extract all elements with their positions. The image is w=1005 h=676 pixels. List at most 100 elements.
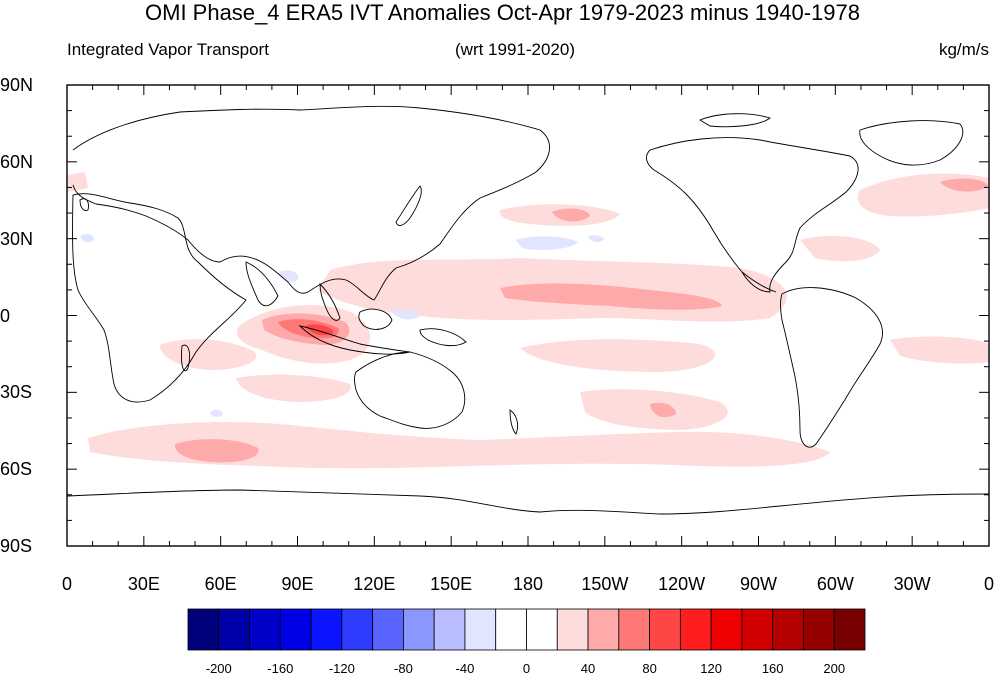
lon-label: 60W <box>816 574 854 594</box>
lon-label: 180 <box>512 574 544 594</box>
lon-label: 120E <box>353 574 396 594</box>
colorbar-swatch <box>403 608 435 651</box>
central-america <box>741 271 777 293</box>
south-atlantic-indian-southern-band <box>88 422 830 469</box>
chart-title: OMI Phase_4 ERA5 IVT Anomalies Oct-Apr 1… <box>145 0 860 25</box>
australia <box>354 351 466 429</box>
colorbar-swatch <box>833 608 866 651</box>
colorbar-label: 80 <box>642 661 657 676</box>
colorbar-swatch <box>649 608 681 651</box>
lon-label: 150E <box>430 574 473 594</box>
colorbar-label: 160 <box>761 661 784 676</box>
north-pacific-negative-small <box>588 235 604 243</box>
lat-label: 60N <box>0 151 34 172</box>
units-label: kg/m/s <box>938 40 989 59</box>
colorbar-swatch <box>341 608 374 651</box>
lon-label: 60E <box>204 574 237 594</box>
central-pacific-core <box>500 283 722 310</box>
left-subtitle: Integrated Vapor Transport <box>67 40 269 59</box>
colorbar-swatch <box>433 608 466 651</box>
south-central-pacific-patch <box>520 339 716 372</box>
anomaly-level-minus-40 <box>80 233 604 417</box>
borneo <box>358 308 393 330</box>
canadian-arctic-islands <box>698 113 771 128</box>
madagascar <box>181 344 191 372</box>
colorbar-swatch <box>495 608 527 651</box>
south-pacific-core <box>650 402 676 418</box>
colorbar-swatch <box>249 608 281 651</box>
anomaly-level-40 <box>67 172 989 469</box>
arabian-negative <box>278 270 299 282</box>
colorbar-swatch <box>679 608 712 651</box>
new-zealand <box>509 409 519 435</box>
colorbar-swatch <box>710 608 743 651</box>
lon-label: 30W <box>893 574 931 594</box>
colorbar-label: 120 <box>700 661 722 676</box>
lat-label: 60S <box>0 459 33 480</box>
colorbar-swatch <box>772 608 804 651</box>
colorbar-label: -160 <box>267 661 294 676</box>
eastern-indian-peak <box>305 324 334 336</box>
japan <box>395 185 422 226</box>
colorbar-label: -200 <box>205 661 232 676</box>
maritime-negative <box>392 309 420 320</box>
colorbar-label: -120 <box>328 661 355 676</box>
new-guinea <box>419 328 467 347</box>
western-edge-patch <box>67 172 88 192</box>
colorbar-swatch <box>741 608 774 651</box>
southeast-asia <box>319 282 341 321</box>
lon-label: 120W <box>658 574 706 594</box>
colorbar-swatch <box>464 608 497 651</box>
north-pacific-core <box>552 208 590 222</box>
south-america-coast <box>780 287 883 448</box>
north-atlantic-core <box>940 178 988 192</box>
india <box>245 261 279 307</box>
lon-label: 0 <box>983 574 995 594</box>
lon-label: 90E <box>281 574 314 594</box>
north-america-coast <box>646 137 859 293</box>
colorbar-label: 40 <box>580 661 596 676</box>
caribbean-patch <box>800 235 880 262</box>
colorbar-label: 200 <box>823 661 846 676</box>
colorbar-swatch <box>556 608 589 651</box>
colorbar-swatch <box>187 608 220 651</box>
colorbar-swatch <box>587 608 620 651</box>
south-america-east-patch <box>890 336 989 364</box>
colorbar-swatch <box>218 608 250 651</box>
europe-negative <box>80 233 94 243</box>
center-subtitle: (wrt 1991-2020) <box>455 40 576 59</box>
anomaly-level-160 <box>305 324 334 336</box>
lon-label: 90W <box>739 574 778 594</box>
south-indian-ocean-patch <box>160 339 257 370</box>
uk <box>79 198 89 211</box>
lat-label: 30N <box>0 228 34 249</box>
lon-label: 150W <box>581 574 629 594</box>
greenland <box>859 120 964 166</box>
anomaly-shading <box>67 172 989 469</box>
south-indian-negative <box>210 409 223 417</box>
lat-label: 30S <box>0 382 33 403</box>
north-pacific-negative <box>516 236 578 250</box>
colorbar-swatch <box>618 608 650 651</box>
africa-coast <box>72 193 247 403</box>
colorbar-label: -80 <box>394 661 413 676</box>
colorbar-swatch <box>372 608 404 651</box>
lon-label: 0 <box>61 574 73 594</box>
europe-asia-coast <box>72 105 550 301</box>
colorbar-swatch <box>279 608 312 651</box>
colorbar-swatch <box>803 608 835 651</box>
southern-indian-core <box>174 439 259 463</box>
coastlines <box>67 105 989 515</box>
indian-ocean-subtropical <box>236 374 351 402</box>
lat-label: 90N <box>0 75 34 95</box>
lat-label: 0 <box>0 305 11 326</box>
lat-label: 90S <box>0 536 33 556</box>
colorbar-swatch <box>310 608 343 651</box>
colorbar-swatch <box>526 608 558 651</box>
colorbar-label: 0 <box>522 661 531 676</box>
colorbar <box>187 608 866 651</box>
colorbar-label: -40 <box>455 661 475 676</box>
axis-ticks <box>66 84 990 547</box>
lon-label: 30E <box>127 574 160 594</box>
